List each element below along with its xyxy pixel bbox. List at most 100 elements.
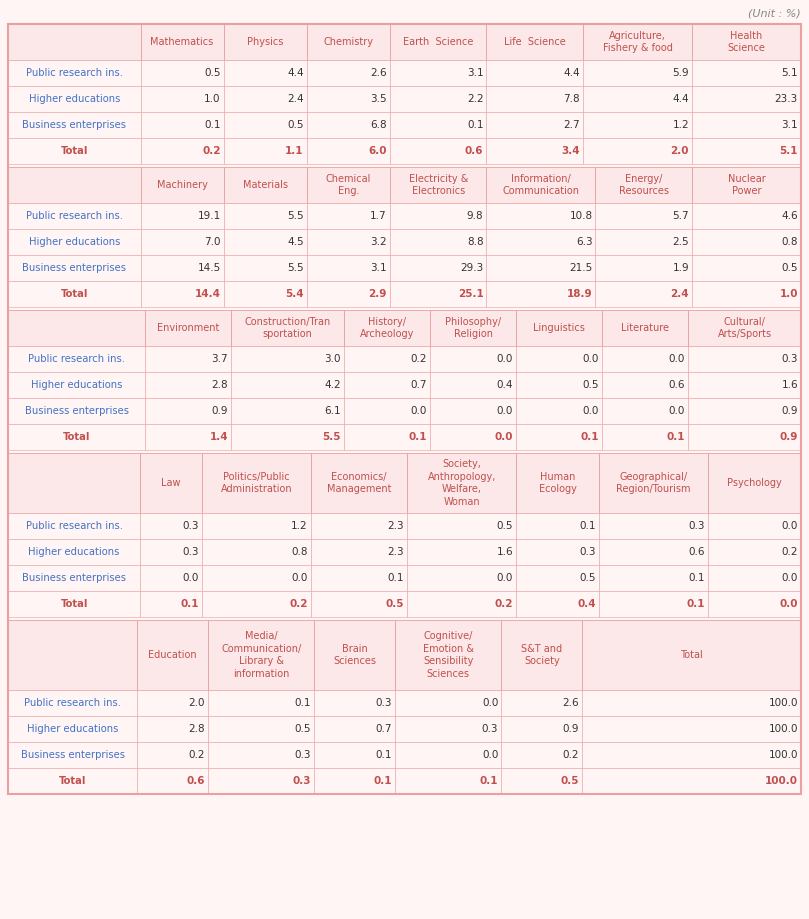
Text: 4.5: 4.5 [287, 237, 303, 247]
Text: 2.8: 2.8 [188, 724, 205, 734]
Bar [595, 203, 692, 229]
Bar [141, 229, 223, 255]
Bar [486, 229, 595, 255]
Text: 2.4: 2.4 [671, 289, 689, 299]
Bar [583, 60, 692, 86]
Bar [344, 372, 430, 398]
Text: Materials: Materials [243, 180, 288, 190]
Bar [8, 60, 141, 86]
Bar [390, 167, 486, 203]
Text: 5.9: 5.9 [672, 68, 689, 78]
Bar [688, 398, 801, 424]
Bar [692, 24, 801, 60]
Text: 0.0: 0.0 [291, 573, 308, 583]
Text: (Unit : %): (Unit : %) [748, 9, 801, 19]
Bar [595, 281, 692, 307]
Bar [688, 424, 801, 450]
Bar [390, 229, 486, 255]
Bar [599, 591, 708, 617]
Bar [583, 24, 692, 60]
Text: Public research ins.: Public research ins. [28, 354, 125, 364]
Text: 0.3: 0.3 [294, 750, 311, 760]
Bar [486, 203, 595, 229]
Bar [430, 424, 516, 450]
Bar [390, 281, 486, 307]
Text: 6.3: 6.3 [576, 237, 592, 247]
Bar [8, 398, 145, 424]
Text: 100.0: 100.0 [765, 776, 798, 786]
Bar [8, 742, 137, 768]
Bar [223, 229, 307, 255]
Text: 0.1: 0.1 [579, 521, 596, 531]
Bar [595, 167, 692, 203]
Bar [8, 112, 141, 138]
Text: Higher educations: Higher educations [27, 724, 118, 734]
Text: 0.0: 0.0 [497, 406, 513, 416]
Text: 14.5: 14.5 [197, 263, 221, 273]
Text: 0.5: 0.5 [386, 599, 404, 609]
Bar [692, 203, 801, 229]
Bar [307, 138, 390, 164]
Text: 5.4: 5.4 [285, 289, 303, 299]
Bar [202, 591, 311, 617]
Text: 0.5: 0.5 [579, 573, 596, 583]
Bar [145, 310, 231, 346]
Bar [407, 565, 516, 591]
Bar [314, 690, 396, 716]
Bar [140, 513, 202, 539]
Text: Public research ins.: Public research ins. [26, 211, 123, 221]
Text: 1.4: 1.4 [210, 432, 228, 442]
Bar [407, 453, 516, 513]
Text: 21.5: 21.5 [570, 263, 592, 273]
Text: Higher educations: Higher educations [28, 237, 120, 247]
Text: S&T and
Society: S&T and Society [521, 644, 562, 666]
Bar [145, 398, 231, 424]
Bar [231, 346, 344, 372]
Text: 0.0: 0.0 [411, 406, 427, 416]
Text: 0.5: 0.5 [781, 263, 798, 273]
Bar [688, 372, 801, 398]
Text: Higher educations: Higher educations [28, 94, 120, 104]
Bar [692, 112, 801, 138]
Text: 8.8: 8.8 [467, 237, 484, 247]
Bar [8, 281, 141, 307]
Text: 0.1: 0.1 [480, 776, 498, 786]
Bar [141, 86, 223, 112]
Bar [141, 167, 223, 203]
Text: 7.0: 7.0 [204, 237, 221, 247]
Bar [516, 310, 602, 346]
Text: 0.4: 0.4 [497, 380, 513, 390]
Bar [599, 453, 708, 513]
Text: 1.1: 1.1 [286, 146, 303, 156]
Bar [344, 310, 430, 346]
Text: 0.0: 0.0 [669, 354, 685, 364]
Bar [314, 768, 396, 794]
Bar [430, 372, 516, 398]
Text: 0.1: 0.1 [388, 573, 404, 583]
Text: 3.1: 3.1 [371, 263, 387, 273]
Bar [396, 768, 502, 794]
Text: 0.7: 0.7 [375, 724, 392, 734]
Text: Agriculture,
Fishery & food: Agriculture, Fishery & food [603, 31, 672, 53]
Text: Construction/Tran
sportation: Construction/Tran sportation [244, 317, 331, 339]
Text: 0.8: 0.8 [291, 547, 308, 557]
Bar [486, 86, 583, 112]
Text: Politics/Public
Administration: Politics/Public Administration [221, 471, 292, 494]
Bar [344, 398, 430, 424]
Text: 0.0: 0.0 [780, 599, 798, 609]
Text: 0.1: 0.1 [374, 776, 392, 786]
Text: 3.7: 3.7 [212, 354, 228, 364]
Text: 0.5: 0.5 [287, 120, 303, 130]
Bar [8, 768, 137, 794]
Bar [516, 398, 602, 424]
Bar [8, 372, 145, 398]
Bar [390, 138, 486, 164]
Text: 9.8: 9.8 [467, 211, 484, 221]
Text: 0.5: 0.5 [204, 68, 221, 78]
Text: 0.5: 0.5 [497, 521, 513, 531]
Text: Health
Science: Health Science [727, 31, 765, 53]
Bar [502, 768, 582, 794]
Text: 5.5: 5.5 [287, 211, 303, 221]
Bar [223, 60, 307, 86]
Bar [223, 86, 307, 112]
